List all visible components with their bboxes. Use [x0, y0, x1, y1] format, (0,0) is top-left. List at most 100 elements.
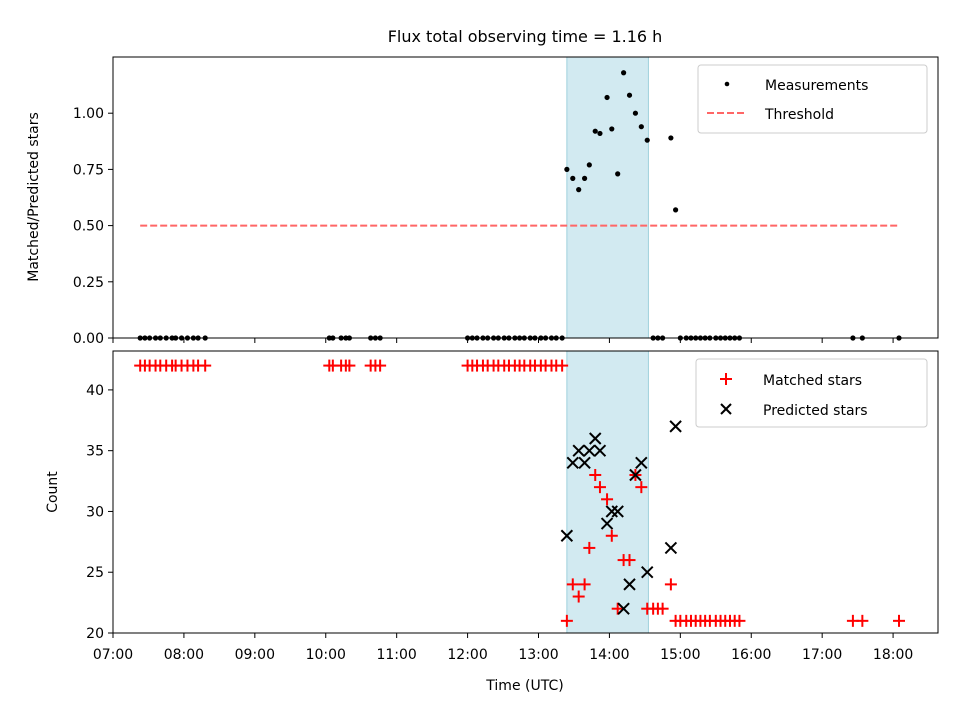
x-tick-label: 16:00	[731, 647, 771, 663]
x-tick-label: 08:00	[164, 647, 204, 663]
x-tick-label: 12:00	[447, 647, 487, 663]
matched-star-point	[656, 602, 669, 615]
y-tick-label: 25	[86, 565, 104, 581]
matched-star-point	[856, 614, 869, 627]
x-tick-label: 09:00	[235, 647, 275, 663]
top-highlight-span	[566, 56, 649, 339]
y-tick-label: 0.25	[73, 275, 104, 291]
predicted-star-point	[560, 529, 574, 542]
y-tick-label: 1.00	[73, 106, 104, 122]
x-axis-label: Time (UTC)	[485, 678, 563, 694]
predicted-star-point	[605, 505, 618, 518]
matched-star-point	[635, 481, 648, 494]
matched-star-point	[560, 614, 573, 627]
matched-star-point	[343, 359, 356, 372]
legend-measurements-marker	[724, 81, 730, 87]
x-tick-label: 07:00	[93, 647, 133, 663]
x-tick-label: 14:00	[589, 647, 629, 663]
measurement-point	[644, 137, 650, 143]
x-tick-label: 10:00	[306, 647, 346, 663]
measurement-point	[586, 162, 592, 168]
y-tick-label: 0.00	[73, 331, 104, 347]
matched-star-point	[611, 602, 624, 615]
x-tick-label: 18:00	[873, 647, 913, 663]
matched-star-point	[892, 614, 905, 627]
matched-star-point	[583, 541, 596, 554]
matched-star-point	[199, 359, 212, 372]
legend-threshold-label: Threshold	[764, 107, 834, 123]
matched-star-point	[374, 359, 387, 372]
measurement-point	[673, 207, 679, 213]
measurement-point	[621, 70, 627, 76]
measurement-point	[597, 130, 603, 137]
measurement-point	[592, 128, 598, 134]
top-y-axis-label: Matched/Predicted stars	[26, 112, 42, 282]
y-tick-label: 0.75	[73, 162, 104, 178]
bottom-axes-frame	[112, 350, 939, 634]
predicted-star-point	[611, 505, 624, 518]
top-legend-box	[697, 64, 928, 134]
bottom-y-axis-label: Count	[45, 471, 61, 513]
bottom-legend: Matched stars Predicted stars	[695, 358, 928, 428]
measurement-point	[615, 171, 621, 177]
predicted-star-point	[641, 566, 654, 579]
predicted-star-point	[578, 456, 591, 470]
matched-star-point	[556, 359, 569, 372]
measurement-point	[632, 110, 639, 116]
legend-measurements-label: Measurements	[765, 78, 868, 94]
matched-star-point	[623, 554, 636, 567]
matched-star-point	[605, 529, 618, 542]
predicted-star-point	[629, 468, 642, 482]
chart-title: Flux total observing time = 1.16 h	[388, 27, 663, 46]
predicted-star-point	[583, 444, 596, 457]
predicted-star-point	[600, 517, 614, 530]
x-tick-label: 11:00	[376, 647, 416, 663]
y-tick-label: 30	[86, 504, 104, 520]
predicted-star-point	[623, 578, 636, 591]
matched-star-point	[572, 590, 585, 603]
matched-star-point	[593, 481, 606, 494]
x-tick-label: 17:00	[802, 647, 842, 663]
bottom-y-axis: 20 25 30 35 40	[86, 383, 113, 642]
measurement-point	[570, 175, 576, 181]
top-series-group	[137, 70, 902, 341]
legend-matched-label: Matched stars	[763, 373, 862, 389]
bottom-series-group	[134, 359, 905, 627]
x-tick-label: 15:00	[660, 647, 700, 663]
measurement-point	[638, 124, 644, 130]
top-y-axis: 0.00 0.25 0.50 0.75 1.00	[73, 106, 113, 347]
measurement-point	[576, 187, 582, 193]
measurement-point	[564, 166, 570, 172]
predicted-star-point	[593, 444, 607, 457]
bottom-x-axis: 07:00 08:00 09:00 10:00 11:00 12:00 13:00 14:00…	[93, 633, 913, 663]
measurement-point	[668, 135, 674, 141]
matched-star-point	[733, 614, 746, 627]
predicted-star-point	[617, 602, 630, 615]
measurement-point	[626, 92, 633, 98]
matched-star-point	[664, 578, 677, 591]
legend-predicted-marker	[720, 403, 732, 415]
top-legend: Measurements Threshold	[697, 64, 928, 134]
predicted-star-point	[572, 444, 585, 457]
matched-star-point	[601, 493, 614, 506]
y-tick-label: 40	[86, 383, 104, 399]
y-tick-label: 20	[86, 626, 104, 642]
measurement-point	[604, 94, 610, 101]
predicted-star-point	[664, 541, 678, 555]
legend-predicted-label: Predicted stars	[763, 403, 868, 419]
predicted-star-point	[635, 456, 648, 470]
bottom-legend-box	[695, 358, 928, 428]
measurement-point	[581, 175, 588, 181]
matched-star-point	[578, 578, 591, 591]
x-tick-label: 13:00	[518, 647, 558, 663]
predicted-star-point	[566, 456, 579, 470]
top-panel: 0.00 0.25 0.50 0.75 1.00 Matched/Predicted s…	[26, 56, 939, 347]
legend-matched-marker	[720, 373, 732, 385]
predicted-star-point	[589, 432, 602, 445]
predicted-star-point	[669, 420, 682, 433]
matched-star-point	[566, 578, 579, 591]
top-axes-frame	[112, 56, 939, 339]
y-tick-label: 0.50	[73, 219, 104, 235]
highlight-span	[566, 56, 649, 339]
